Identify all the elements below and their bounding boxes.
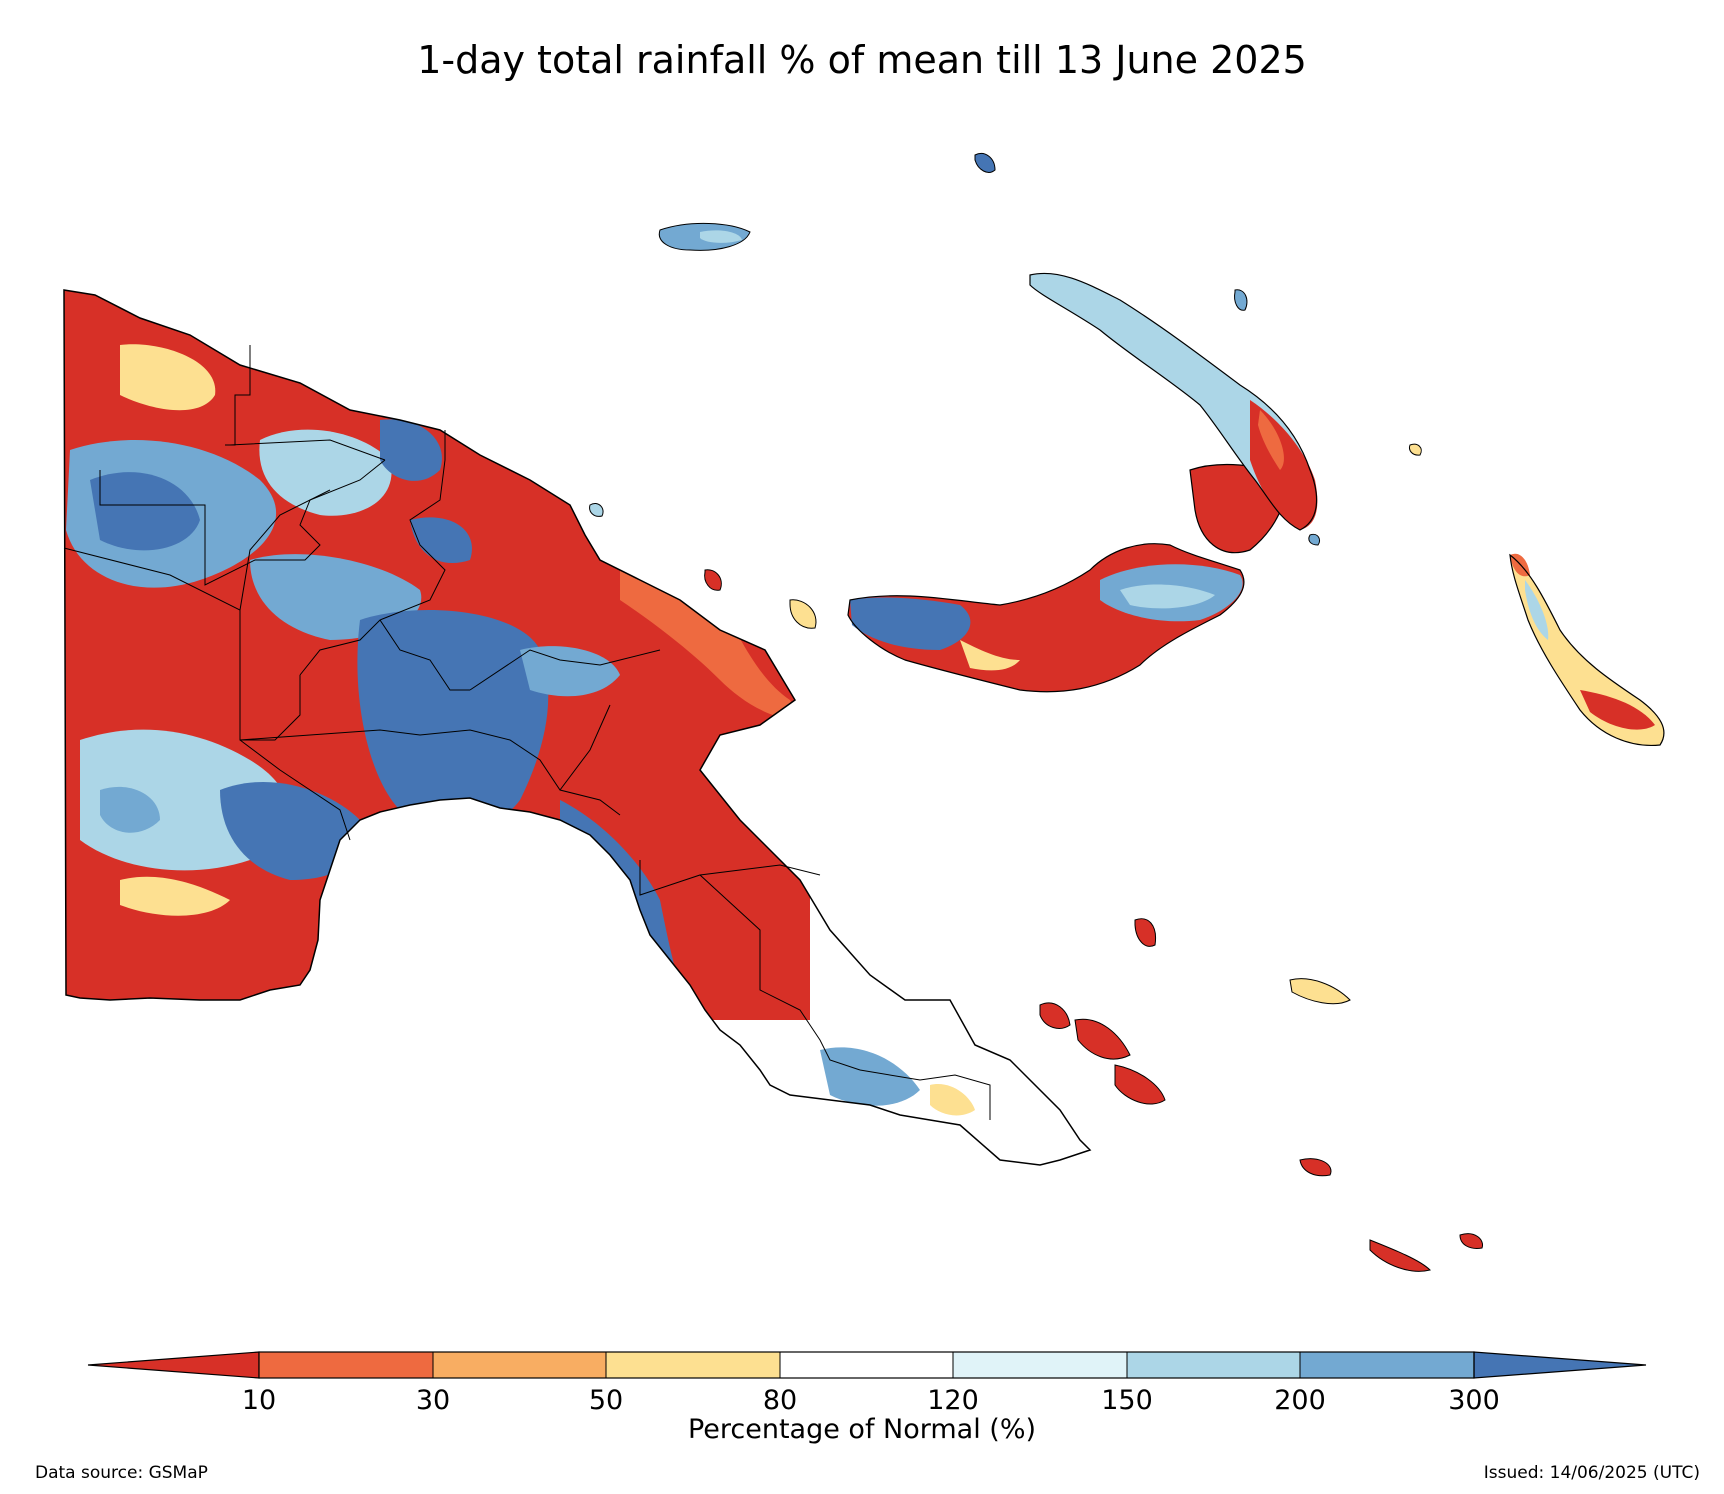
new-ireland-island bbox=[1029, 272, 1318, 531]
colorbar-tick-label: 80 bbox=[762, 1385, 798, 1416]
colorbar-above-300 bbox=[1473, 1351, 1647, 1379]
field-simbu-wet bbox=[520, 646, 620, 697]
colorbar-tick-label: 120 bbox=[927, 1385, 979, 1416]
colorbar bbox=[87, 1351, 1647, 1379]
colorbar-tick-label: 10 bbox=[241, 1385, 277, 1416]
colorbar-below-10 bbox=[87, 1351, 260, 1379]
manus-island bbox=[658, 223, 751, 251]
field-central-very-wet bbox=[410, 517, 472, 564]
field-west-very-wet bbox=[90, 472, 200, 551]
colorbar-80-120 bbox=[780, 1352, 953, 1378]
colorbar-30-50 bbox=[433, 1352, 606, 1378]
colorbar-tick-label: 150 bbox=[1101, 1385, 1153, 1416]
field-highlands-wet bbox=[259, 429, 392, 516]
colorbar-50-80 bbox=[606, 1352, 780, 1378]
colorbar-10-30 bbox=[259, 1352, 433, 1378]
colorbar-label: Percentage of Normal (%) bbox=[687, 1414, 1037, 1445]
colorbar-150-200 bbox=[1127, 1352, 1300, 1378]
new-britain-island bbox=[847, 463, 1287, 693]
field-sepik-very-wet bbox=[380, 419, 442, 481]
field-lower-fly-very-wet bbox=[220, 781, 362, 880]
colorbar-200-300 bbox=[1300, 1352, 1474, 1378]
field-central-coast-wet bbox=[820, 1047, 920, 1106]
mainland-rainfall-field bbox=[64, 290, 975, 1116]
colorbar-tick-label: 300 bbox=[1448, 1385, 1500, 1416]
colorbar-120-150 bbox=[953, 1352, 1127, 1378]
colorbar-tick-label: 200 bbox=[1274, 1385, 1326, 1416]
map-title: 1-day total rainfall % of mean till 13 J… bbox=[417, 38, 1307, 82]
small-islands bbox=[589, 153, 1422, 629]
milne-bay-islands bbox=[1039, 918, 1484, 1272]
colorbar-tick-label: 50 bbox=[588, 1385, 624, 1416]
mainland-coastline bbox=[63, 289, 1092, 1166]
field-gulf-very-wet bbox=[357, 610, 549, 828]
province-boundaries bbox=[63, 345, 991, 1120]
field-fly-spot-wet bbox=[100, 786, 160, 833]
issued-date-note: Issued: 14/06/2025 (UTC) bbox=[1483, 1463, 1700, 1483]
colorbar-tick-label: 30 bbox=[415, 1385, 451, 1416]
field-port-moresby-moderate bbox=[930, 1084, 975, 1116]
field-south-moderate bbox=[120, 876, 230, 916]
field-north-moderate bbox=[120, 344, 216, 411]
data-source-note: Data source: GSMaP bbox=[35, 1463, 208, 1483]
bougainville-island bbox=[1509, 553, 1665, 747]
